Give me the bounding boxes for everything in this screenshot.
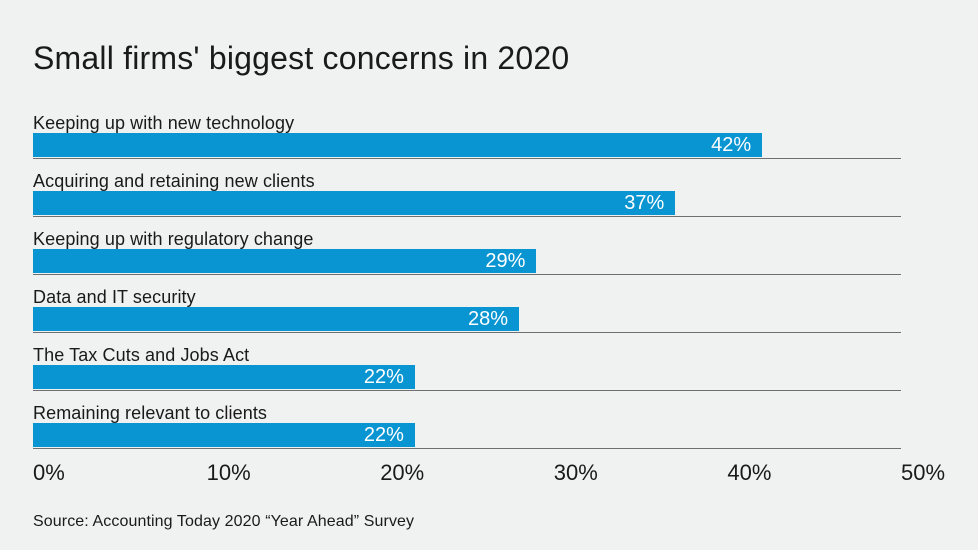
value-label: 37% — [624, 192, 665, 214]
category-label: Keeping up with regulatory change — [33, 229, 314, 249]
baseline-rule — [33, 158, 901, 159]
baseline-rule — [33, 274, 901, 275]
bar-row: Keeping up with new technology 42% — [33, 113, 901, 159]
bar-row: The Tax Cuts and Jobs Act 22% — [33, 345, 901, 391]
category-label: Remaining relevant to clients — [33, 403, 268, 423]
x-axis-tick: 0% — [33, 460, 65, 485]
bar-chart: Keeping up with new technology 42% Acqui… — [33, 113, 901, 449]
x-axis-tick: 10% — [206, 460, 251, 485]
category-label: Acquiring and retaining new clients — [33, 171, 315, 191]
x-axis: 0% 10% 20% 30% 40% 50% — [33, 460, 945, 485]
bar-track: 28% — [33, 307, 901, 331]
bar-row: Keeping up with regulatory change 29% — [33, 229, 901, 275]
value-label: 42% — [711, 134, 752, 156]
bar-track: 22% — [33, 365, 901, 389]
baseline-rule — [33, 448, 901, 449]
x-axis-tick: 30% — [553, 460, 598, 485]
bar-track: 42% — [33, 133, 901, 157]
bar: 29% — [33, 249, 537, 273]
bar-row: Data and IT security 28% — [33, 287, 901, 333]
category-label: The Tax Cuts and Jobs Act — [33, 345, 250, 365]
bar-track: 37% — [33, 191, 901, 215]
value-label: 22% — [363, 366, 404, 388]
baseline-rule — [33, 216, 901, 217]
bar: 22% — [33, 423, 415, 447]
bar-track: 29% — [33, 249, 901, 273]
bar-row: Acquiring and retaining new clients 37% — [33, 171, 901, 217]
x-axis-tick: 40% — [727, 460, 772, 485]
bar-row: Remaining relevant to clients 22% — [33, 403, 901, 449]
value-label: 28% — [468, 308, 509, 330]
bar: 42% — [33, 133, 763, 157]
bar-track: 22% — [33, 423, 901, 447]
baseline-rule — [33, 390, 901, 391]
bar: 28% — [33, 307, 520, 331]
baseline-rule — [33, 332, 901, 333]
x-axis-tick: 50% — [901, 460, 946, 485]
value-label: 22% — [363, 424, 404, 446]
category-label: Keeping up with new technology — [33, 113, 295, 133]
bar: 37% — [33, 191, 676, 215]
x-axis-tick: 20% — [380, 460, 425, 485]
source-note: Source: Accounting Today 2020 “Year Ahea… — [33, 513, 415, 530]
chart-title: Small firms' biggest concerns in 2020 — [33, 40, 570, 76]
category-label: Data and IT security — [33, 287, 196, 307]
bar: 22% — [33, 365, 415, 389]
value-label: 29% — [485, 250, 526, 272]
